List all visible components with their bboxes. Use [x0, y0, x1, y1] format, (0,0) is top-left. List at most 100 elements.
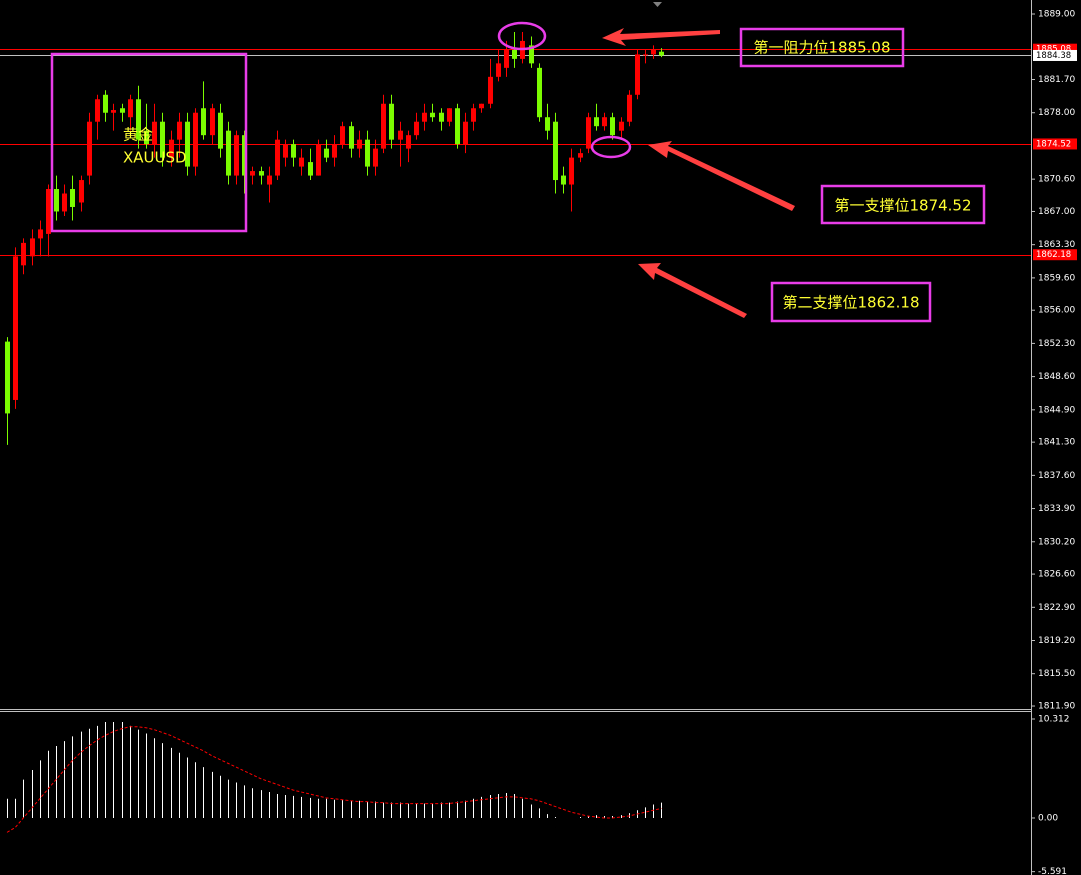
y-tick-label: 1826.60	[1038, 570, 1075, 580]
candle-body	[79, 180, 84, 203]
candle-body	[299, 157, 304, 167]
candle-body	[144, 130, 149, 145]
y-tick-label: 1844.90	[1038, 405, 1075, 415]
arrow	[648, 141, 795, 211]
candle-body	[21, 242, 26, 266]
candle-body	[95, 99, 100, 122]
candle-body	[537, 67, 542, 118]
candle-body	[120, 108, 125, 113]
candle-body	[30, 238, 35, 257]
symbol-code: XAUUSD	[123, 149, 187, 167]
candle-body	[201, 108, 206, 136]
candle-body	[586, 117, 591, 149]
y-tick-label: 1830.20	[1038, 537, 1075, 547]
candle-body	[569, 157, 574, 185]
candle-body	[177, 121, 182, 140]
candle-body	[455, 108, 460, 145]
candle-body	[111, 110, 116, 113]
y-tick-label: 0.00	[1038, 813, 1058, 823]
candle-body	[62, 193, 67, 212]
symbol-name: 黄金	[123, 126, 153, 144]
candle-body	[250, 171, 255, 176]
candle-body	[561, 175, 566, 185]
candle-body	[406, 135, 411, 149]
y-tick-label: 1878.00	[1038, 108, 1075, 118]
y-tick-label: 1833.90	[1038, 504, 1075, 514]
candle-body	[422, 112, 427, 122]
candle-body	[643, 54, 648, 56]
candle-body	[308, 162, 313, 176]
candle-body	[340, 126, 345, 145]
candle-body	[553, 121, 558, 181]
candle-body	[169, 139, 174, 158]
candle-body	[439, 112, 444, 122]
candle-body	[578, 153, 583, 158]
annotation-box	[770, 281, 932, 323]
candle-body	[365, 139, 370, 167]
price-label: 1862.18	[1036, 250, 1071, 260]
arrow	[638, 263, 747, 318]
candle-body	[234, 135, 239, 176]
y-tick-label: 1859.60	[1038, 273, 1075, 283]
candle-body	[357, 139, 362, 149]
price-label-bg	[1033, 138, 1077, 150]
candle-body	[316, 144, 321, 176]
candle-body	[242, 135, 247, 176]
candle-body	[218, 112, 223, 149]
price-label: 1874.52	[1036, 139, 1071, 149]
price-label-bg	[1033, 249, 1077, 261]
candle-body	[5, 341, 10, 414]
candle-body	[447, 108, 452, 122]
y-tick-label: 1870.60	[1038, 175, 1075, 185]
candle-body	[414, 121, 419, 136]
candle-body	[373, 148, 378, 167]
candle-body	[349, 126, 354, 149]
candle-body	[103, 94, 108, 113]
y-tick-label: -5.591	[1038, 867, 1067, 875]
candle-body	[54, 189, 59, 212]
candle-body	[259, 171, 264, 176]
candle-body	[627, 94, 632, 122]
y-tick-label: 10.312	[1038, 714, 1070, 724]
candle-body	[594, 117, 599, 127]
candle-body	[152, 121, 157, 145]
annotation: 第二支撑位1862.18	[782, 294, 919, 312]
candle-body	[479, 103, 484, 109]
candle-body	[210, 108, 215, 136]
candle-body	[128, 99, 133, 118]
candle-body	[185, 121, 190, 167]
candle-body	[430, 112, 435, 118]
candle-body	[291, 144, 296, 158]
price-label-bg	[1033, 43, 1077, 55]
scroll-marker	[653, 2, 662, 7]
annotation-box	[820, 184, 986, 225]
candle-body	[13, 256, 18, 400]
y-tick-label: 1867.00	[1038, 207, 1075, 217]
candle-body	[504, 49, 509, 68]
y-tick-label: 1881.70	[1038, 75, 1075, 85]
candle-body	[226, 130, 231, 176]
candle-body	[545, 117, 550, 131]
candle-body	[38, 229, 43, 239]
price-label: 1885.08	[1036, 45, 1071, 55]
candle-body	[46, 189, 51, 234]
highlight-ellipse	[497, 21, 547, 51]
candle-body	[659, 51, 664, 56]
candle-body	[602, 117, 607, 127]
candle-body	[160, 121, 165, 158]
highlight-ellipse	[590, 135, 632, 159]
candle-body	[70, 189, 75, 207]
candle-body	[87, 121, 92, 176]
candle-body	[136, 99, 141, 140]
candle-body	[619, 121, 624, 131]
candle-body	[496, 63, 501, 77]
y-tick-label: 1841.30	[1038, 438, 1075, 448]
candle-body	[610, 117, 615, 136]
y-tick-label: 1811.90	[1038, 702, 1075, 712]
y-tick-label: 1863.30	[1038, 240, 1075, 250]
y-tick-label: 1815.50	[1038, 669, 1075, 679]
candle-body	[193, 112, 198, 167]
